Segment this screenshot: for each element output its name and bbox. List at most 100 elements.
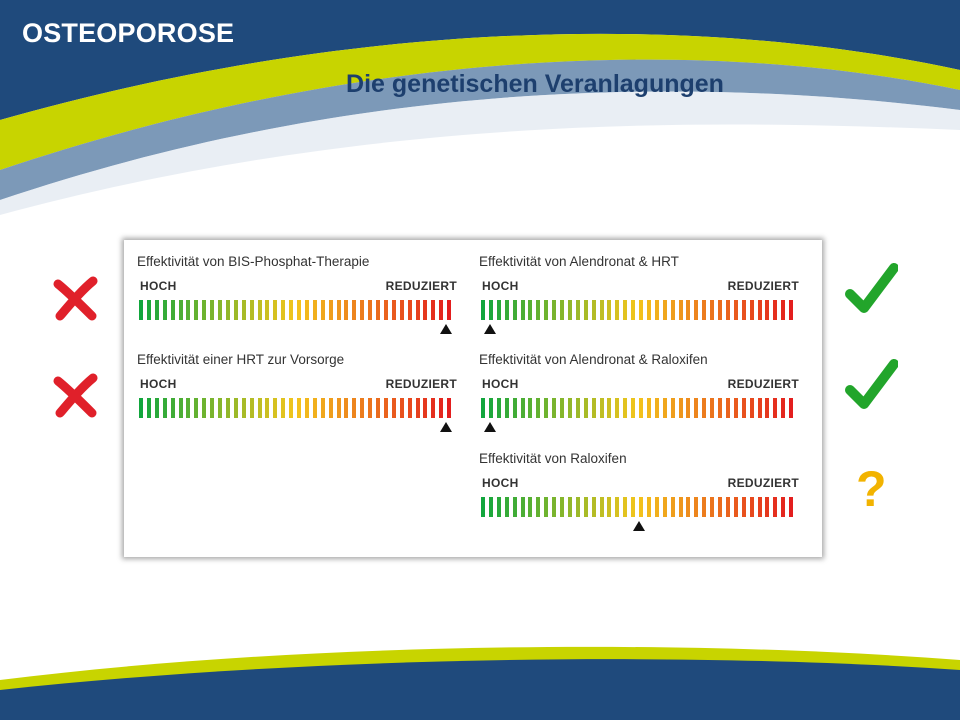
gauge-segment — [218, 398, 222, 418]
gauge-segment — [741, 300, 746, 320]
gauge-segment — [544, 497, 549, 517]
gauge-segment — [328, 398, 333, 418]
gauge-segment — [431, 398, 436, 418]
gauge-segment — [352, 398, 357, 418]
gauge-segment — [139, 398, 143, 418]
gauge-segment — [536, 398, 541, 418]
gauge-segment — [368, 300, 373, 320]
gauge-segment — [583, 398, 588, 418]
gauge-segment — [725, 300, 730, 320]
gauge-segment — [336, 300, 341, 320]
gauge-segment — [560, 497, 564, 517]
gauge-segment — [615, 398, 620, 418]
gauge-segment — [773, 497, 778, 517]
gauge-segment — [249, 300, 254, 320]
gauge-segment — [757, 300, 762, 320]
high-label: HOCH — [140, 279, 177, 293]
gauge-segment — [431, 300, 436, 320]
gauge-segment — [320, 300, 325, 320]
gauge-segment — [765, 497, 770, 517]
gauge-segment — [289, 300, 294, 320]
gauge-segment — [789, 300, 794, 320]
gauge-segment — [488, 398, 493, 418]
gauge-segment — [186, 300, 191, 320]
gauge-segment — [391, 300, 396, 320]
gauge-segment — [178, 398, 183, 418]
gauge-segment — [447, 300, 452, 320]
gauge-segment — [631, 300, 636, 320]
gauge-segment — [718, 398, 722, 418]
gauge-segment — [757, 398, 762, 418]
gauge-segment — [146, 398, 151, 418]
gauge-segment — [631, 497, 636, 517]
gauge-segment — [733, 398, 738, 418]
gauge-segment — [694, 300, 699, 320]
gauge-segment — [725, 497, 730, 517]
gauge-segment — [607, 497, 612, 517]
gauge-segment — [552, 497, 557, 517]
reduced-label: REDUZIERT — [727, 279, 799, 293]
gauge-segment — [662, 300, 667, 320]
checkmark-icon — [845, 263, 898, 313]
gauge-segment — [536, 497, 541, 517]
gauge-segment — [383, 300, 388, 320]
question-mark: ? — [856, 461, 887, 517]
gauge-segment — [741, 497, 746, 517]
gauge-segment — [304, 300, 309, 320]
gauge-segment — [289, 398, 294, 418]
gauge-segment — [670, 497, 675, 517]
gauge-segment — [447, 398, 452, 418]
gauge-segment — [376, 300, 380, 320]
gauge-segment — [615, 497, 620, 517]
gauge-segment — [496, 398, 501, 418]
gauge-segment — [399, 300, 404, 320]
reduced-label: REDUZIERT — [385, 279, 457, 293]
gauge-segment — [654, 497, 659, 517]
effectiveness-gauge — [481, 398, 797, 418]
gauge-segment — [415, 300, 420, 320]
reduced-label: REDUZIERT — [727, 476, 799, 490]
gauge-segment — [678, 398, 683, 418]
gauge-segment — [320, 398, 325, 418]
gauge-segment — [423, 398, 428, 418]
gauge-segment — [225, 398, 230, 418]
gauge-segment — [257, 300, 262, 320]
pointer-marker — [633, 521, 645, 531]
meter-hrt-vorsorge: Effektivität einer HRT zur Vorsorge HOCH… — [137, 352, 459, 444]
meter-title: Effektivität von BIS-Phosphat-Therapie — [137, 254, 370, 269]
gauge-segment — [646, 497, 651, 517]
pointer-marker — [484, 422, 497, 432]
gauge-segment — [178, 300, 183, 320]
gauge-segment — [281, 398, 286, 418]
gauge-segment — [781, 497, 786, 517]
high-label: HOCH — [482, 476, 519, 490]
gauge-segment — [591, 497, 596, 517]
gauge-segment — [481, 300, 485, 320]
gauge-segment — [273, 398, 278, 418]
pointer-marker — [439, 324, 452, 334]
gauge-segment — [773, 300, 778, 320]
gauge-segment — [662, 497, 667, 517]
gauge-segment — [481, 398, 485, 418]
gauge-segment — [686, 300, 691, 320]
gauge-segment — [789, 497, 794, 517]
gauge-segment — [520, 398, 525, 418]
gauge-segment — [718, 497, 722, 517]
gauge-segment — [560, 398, 564, 418]
gauge-segment — [725, 398, 730, 418]
pointer-marker — [484, 324, 497, 334]
gauge-segment — [281, 300, 286, 320]
gauge-segment — [162, 300, 167, 320]
gauge-segment — [749, 398, 754, 418]
gauge-segment — [607, 398, 612, 418]
gauge-segment — [623, 398, 628, 418]
cross-icon — [53, 276, 98, 321]
gauge-segment — [512, 497, 517, 517]
gauge-segment — [710, 398, 715, 418]
high-label: HOCH — [482, 279, 519, 293]
gauge-segment — [233, 300, 238, 320]
gauge-segment — [170, 398, 175, 418]
gauge-segment — [575, 300, 580, 320]
gauge-segment — [391, 398, 396, 418]
slide-title: Die genetischen Veranlagungen — [346, 70, 724, 98]
